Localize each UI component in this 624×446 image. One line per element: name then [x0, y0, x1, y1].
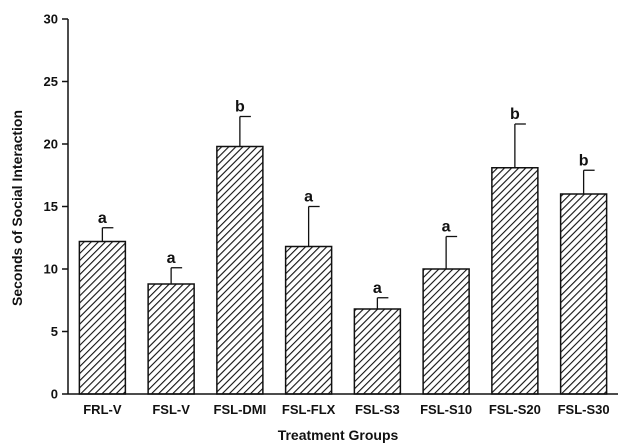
significance-label: a — [304, 189, 313, 206]
x-axis-title: Treatment Groups — [278, 427, 399, 443]
bar-fsl-v — [147, 283, 195, 395]
x-tick-label: FSL-DMI — [214, 402, 267, 417]
bar-fsl-s3 — [353, 308, 402, 395]
y-tick-label: 0 — [51, 387, 58, 402]
significance-label: a — [98, 210, 107, 227]
bar-fsl-s30 — [559, 193, 608, 395]
y-tick-label: 25 — [44, 74, 58, 89]
y-tick-label: 10 — [44, 262, 58, 277]
x-tick-label: FSL-FLX — [282, 402, 336, 417]
x-tick-label: FRL-V — [83, 402, 122, 417]
significance-label: a — [442, 219, 451, 236]
bar-fsl-flx — [284, 245, 333, 395]
significance-label: a — [373, 280, 382, 297]
x-tick-label: FSL-V — [152, 402, 190, 417]
plot-area: 0 5 10 15 20 25 30 a FRL-V a FSL-V b FSL-DMI a FSL-FLX… — [44, 12, 618, 417]
y-tick-label: 30 — [44, 12, 58, 27]
y-tick-label: 20 — [44, 137, 58, 152]
x-tick-label: FSL-S10 — [420, 402, 472, 417]
significance-label: b — [579, 152, 589, 169]
bar-fsl-s10 — [422, 268, 470, 395]
bar-frl-v — [78, 240, 127, 395]
y-tick-label: 5 — [51, 324, 58, 339]
x-tick-label: FSL-S3 — [355, 402, 400, 417]
significance-label: a — [167, 250, 176, 267]
significance-label: b — [510, 106, 520, 123]
significance-label: b — [235, 99, 245, 116]
y-tick-label: 15 — [44, 199, 58, 214]
bar-fsl-dmi — [216, 145, 264, 395]
y-axis-title: Seconds of Social Interaction — [9, 110, 25, 306]
bar-fsl-s20 — [491, 167, 539, 395]
x-tick-label: FSL-S20 — [489, 402, 541, 417]
x-tick-label: FSL-S30 — [558, 402, 610, 417]
